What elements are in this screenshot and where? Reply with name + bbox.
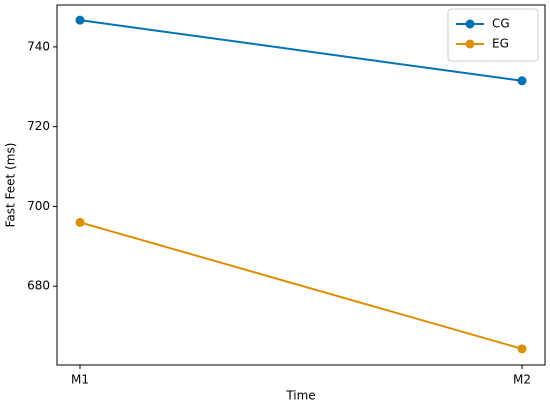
y-tick-label: 700 bbox=[27, 199, 50, 213]
plot-frame bbox=[56, 4, 546, 366]
x-tick-label: M2 bbox=[513, 373, 531, 387]
legend-swatch-marker bbox=[465, 19, 475, 29]
series-line bbox=[79, 221, 523, 350]
y-axis-label: Fast Feet (ms) bbox=[4, 143, 18, 228]
legend-swatch-marker bbox=[465, 39, 475, 49]
x-tick-label: M1 bbox=[71, 373, 89, 387]
series-line bbox=[79, 19, 523, 82]
x-axis-label: Time bbox=[285, 389, 315, 403]
legend-label: CG bbox=[492, 17, 510, 31]
y-tick-label: 720 bbox=[27, 119, 50, 133]
y-tick-label: 680 bbox=[27, 279, 50, 293]
data-point bbox=[75, 15, 85, 25]
y-tick-label: 740 bbox=[27, 39, 50, 53]
data-point bbox=[75, 217, 85, 227]
data-point bbox=[517, 344, 527, 354]
data-point bbox=[517, 76, 527, 86]
legend-label: EG bbox=[492, 37, 509, 51]
